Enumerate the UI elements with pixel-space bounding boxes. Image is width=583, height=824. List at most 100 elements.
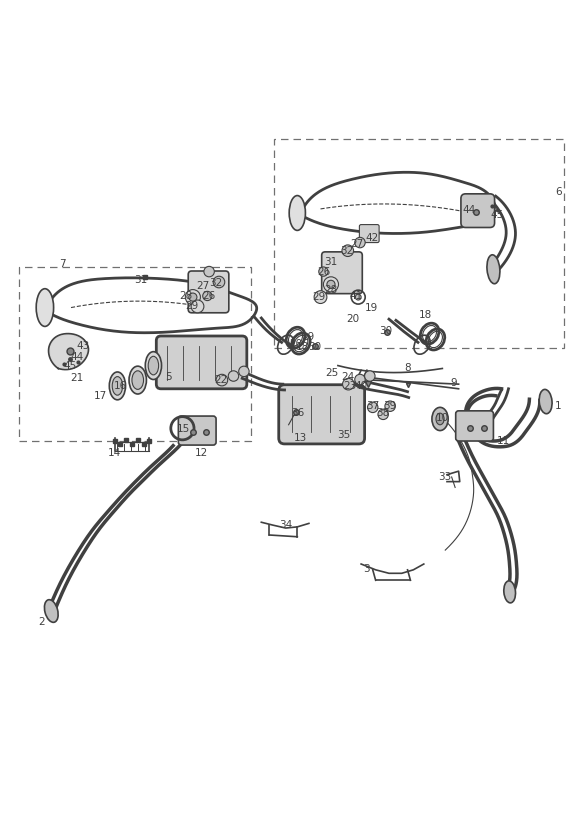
Bar <box>19 267 251 441</box>
Text: 30: 30 <box>379 325 392 335</box>
Circle shape <box>324 277 339 292</box>
Text: 40: 40 <box>354 381 368 391</box>
Text: 15: 15 <box>177 424 189 434</box>
Circle shape <box>342 245 353 256</box>
Text: 25: 25 <box>325 368 339 377</box>
Ellipse shape <box>432 407 448 431</box>
Circle shape <box>213 276 225 288</box>
Text: 43: 43 <box>76 341 89 351</box>
Ellipse shape <box>354 237 365 248</box>
Text: 33: 33 <box>438 472 452 482</box>
Circle shape <box>354 374 365 385</box>
Text: 2: 2 <box>38 617 45 627</box>
Text: 35: 35 <box>337 430 350 440</box>
Text: 29: 29 <box>185 302 198 311</box>
Text: 42: 42 <box>365 233 378 243</box>
Text: 38: 38 <box>377 408 390 418</box>
Circle shape <box>319 267 328 276</box>
Text: 11: 11 <box>497 436 510 446</box>
FancyBboxPatch shape <box>178 416 216 445</box>
Ellipse shape <box>145 352 161 380</box>
Text: 1: 1 <box>555 401 561 411</box>
FancyBboxPatch shape <box>461 194 494 227</box>
Circle shape <box>203 292 212 301</box>
Ellipse shape <box>112 377 122 396</box>
Text: 19: 19 <box>365 302 378 312</box>
Ellipse shape <box>109 372 125 400</box>
Text: 21: 21 <box>70 373 83 383</box>
Text: 45: 45 <box>63 361 76 371</box>
Text: 37: 37 <box>366 401 380 411</box>
FancyBboxPatch shape <box>322 252 362 293</box>
Circle shape <box>327 280 335 288</box>
Text: 5: 5 <box>165 372 172 382</box>
Text: 31: 31 <box>324 257 338 267</box>
Text: 28: 28 <box>180 291 192 301</box>
Bar <box>274 139 564 349</box>
Text: 34: 34 <box>279 520 292 530</box>
Circle shape <box>216 374 228 386</box>
Circle shape <box>191 300 204 313</box>
Text: 36: 36 <box>291 408 304 418</box>
Text: 45: 45 <box>491 210 504 220</box>
Text: 44: 44 <box>462 205 476 215</box>
Text: 26: 26 <box>317 267 330 277</box>
Ellipse shape <box>129 366 146 394</box>
Text: 18: 18 <box>419 310 431 320</box>
Text: 16: 16 <box>114 381 127 391</box>
Circle shape <box>385 401 395 411</box>
Text: 17: 17 <box>93 391 107 400</box>
Ellipse shape <box>44 600 58 622</box>
Circle shape <box>378 409 388 419</box>
Text: 24: 24 <box>342 372 355 382</box>
Ellipse shape <box>539 390 552 414</box>
FancyBboxPatch shape <box>279 385 364 444</box>
Circle shape <box>185 289 201 305</box>
Circle shape <box>238 366 249 377</box>
Text: 29: 29 <box>312 293 326 302</box>
Text: 6: 6 <box>555 186 561 196</box>
Text: 14: 14 <box>108 447 121 457</box>
Text: 41: 41 <box>350 291 363 301</box>
Circle shape <box>314 291 327 303</box>
FancyBboxPatch shape <box>359 225 379 242</box>
Ellipse shape <box>289 195 305 231</box>
Text: 22: 22 <box>214 375 227 385</box>
Ellipse shape <box>504 581 515 603</box>
Circle shape <box>367 402 378 413</box>
FancyBboxPatch shape <box>188 271 229 313</box>
Text: 26: 26 <box>202 291 216 301</box>
Circle shape <box>189 293 197 302</box>
Text: 7: 7 <box>59 259 66 269</box>
Text: 27: 27 <box>196 280 210 291</box>
Text: 23: 23 <box>343 381 356 391</box>
Polygon shape <box>49 334 89 368</box>
Circle shape <box>355 294 361 300</box>
Text: 31: 31 <box>134 274 147 285</box>
Ellipse shape <box>204 266 215 277</box>
Text: 19: 19 <box>302 331 315 342</box>
Ellipse shape <box>436 413 444 424</box>
Text: 32: 32 <box>209 279 223 288</box>
Text: 10: 10 <box>436 413 449 423</box>
Text: 13: 13 <box>294 433 307 443</box>
Text: 44: 44 <box>70 352 83 362</box>
Text: 12: 12 <box>195 447 208 457</box>
Text: 28: 28 <box>324 285 338 295</box>
Text: 27: 27 <box>350 239 363 249</box>
Circle shape <box>343 378 354 390</box>
FancyBboxPatch shape <box>156 336 247 389</box>
Ellipse shape <box>132 371 143 390</box>
Text: 9: 9 <box>451 378 457 388</box>
Text: 8: 8 <box>404 363 411 373</box>
Text: 30: 30 <box>308 342 321 352</box>
Text: 20: 20 <box>346 314 359 324</box>
Ellipse shape <box>487 255 500 283</box>
Text: 20: 20 <box>290 339 303 349</box>
Text: 18: 18 <box>296 342 308 352</box>
Circle shape <box>364 371 375 382</box>
Ellipse shape <box>36 288 54 326</box>
Circle shape <box>229 371 238 382</box>
Text: 32: 32 <box>340 246 354 255</box>
Ellipse shape <box>148 356 159 375</box>
